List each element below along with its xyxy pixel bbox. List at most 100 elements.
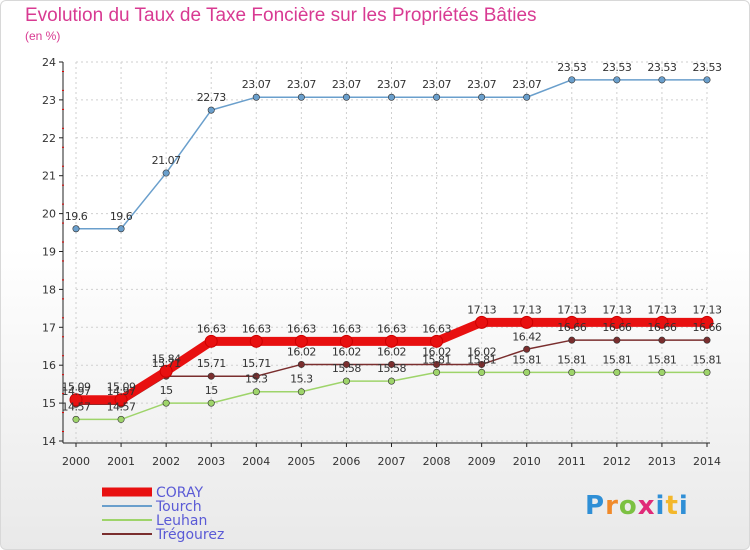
data-label: 23.07 [377,78,406,91]
data-label: 23.07 [422,78,451,91]
data-point [658,336,666,344]
data-label: 16.66 [647,321,676,334]
data-label: 23.07 [332,78,361,91]
data-label: 16.63 [287,322,316,335]
data-point [475,315,489,329]
data-point [207,372,215,380]
y-tick-label: 16 [42,359,56,372]
x-tick-label: 2002 [152,455,180,468]
data-label: 15.81 [512,353,541,366]
data-label: 17.13 [693,303,722,316]
data-label: 16.63 [377,322,406,335]
data-label: 15.71 [152,357,181,370]
data-label: 15.58 [377,362,406,375]
data-point [252,372,260,380]
y-tick-label: 14 [42,435,56,448]
data-point [430,334,444,348]
y-tick-label: 20 [42,208,56,221]
data-label: 14.57 [62,400,91,413]
y-tick-label: 18 [42,283,56,296]
x-tick-label: 2011 [558,455,586,468]
data-point [658,368,666,376]
y-tick-label: 19 [42,246,56,259]
data-label: 23.53 [602,61,631,74]
data-label: 21.07 [152,154,181,167]
data-point [297,388,305,396]
y-tick-label: 15 [42,397,56,410]
data-label: 16.63 [422,322,451,335]
data-point [387,93,395,101]
data-label: 16.66 [602,321,631,334]
data-label: 16.02 [287,345,316,358]
data-label: 15.81 [467,353,496,366]
data-point [613,368,621,376]
legend-label: Tourch [155,499,202,515]
data-label: 15 [160,384,173,397]
data-label: 22.73 [197,91,226,104]
data-point [703,368,711,376]
x-tick-label: 2009 [468,455,496,468]
x-tick-label: 2012 [603,455,631,468]
chart-title: Evolution du Taux de Taxe Foncière sur l… [25,5,537,26]
data-label: 16.42 [512,330,541,343]
x-tick-label: 2014 [693,455,721,468]
data-label: 16.02 [422,345,451,358]
data-label: 23.07 [467,78,496,91]
data-label: 15 [205,384,218,397]
data-point [703,336,711,344]
data-label: 15.81 [602,353,631,366]
data-label: 16.02 [332,345,361,358]
data-point [610,315,624,329]
x-tick-label: 2001 [107,455,135,468]
data-label: 16.66 [557,321,586,334]
legend-label: Leuhan [156,513,207,529]
data-label: 14.57 [107,400,136,413]
data-label: 17.13 [467,303,496,316]
data-label: 15.81 [693,353,722,366]
x-tick-label: 2006 [332,455,360,468]
data-label: 15.71 [242,357,271,370]
data-point [159,364,173,378]
data-label: 16.66 [693,321,722,334]
data-point [385,334,398,348]
data-point [117,225,125,233]
data-point [294,334,308,348]
data-label: 17.13 [647,303,676,316]
data-label: 16.63 [242,322,271,335]
data-point [204,334,218,348]
data-label: 23.07 [512,78,541,91]
data-point [613,336,621,344]
data-label: 15.71 [197,357,226,370]
x-tick-label: 2000 [62,455,90,468]
data-point [162,169,170,177]
data-point [387,360,395,368]
data-label: 17.13 [602,303,631,316]
data-label: 15.09 [107,381,136,394]
data-label: 15.84 [152,352,181,365]
data-point [69,393,83,407]
data-point [523,345,531,353]
data-label: 23.53 [557,61,586,74]
data-label: 15.09 [62,381,91,394]
data-label: 15.81 [647,353,676,366]
y-tick-label: 21 [42,170,56,183]
y-axis-unit: (en %) [25,29,61,43]
data-point [478,93,486,101]
data-point [478,368,486,376]
data-label: 15.81 [422,353,451,366]
data-point [703,76,711,84]
data-label: 16.63 [332,322,361,335]
data-point [297,93,305,101]
x-tick-label: 2003 [197,455,225,468]
y-tick-label: 22 [42,132,56,145]
data-point [117,415,125,423]
legend-label: Trégourez [155,527,224,543]
data-point [207,399,215,407]
data-label: 14.97 [62,385,91,398]
data-label: 14.97 [107,385,136,398]
data-point [478,360,486,368]
data-label: 15.3 [290,373,313,386]
x-tick-label: 2010 [513,455,541,468]
